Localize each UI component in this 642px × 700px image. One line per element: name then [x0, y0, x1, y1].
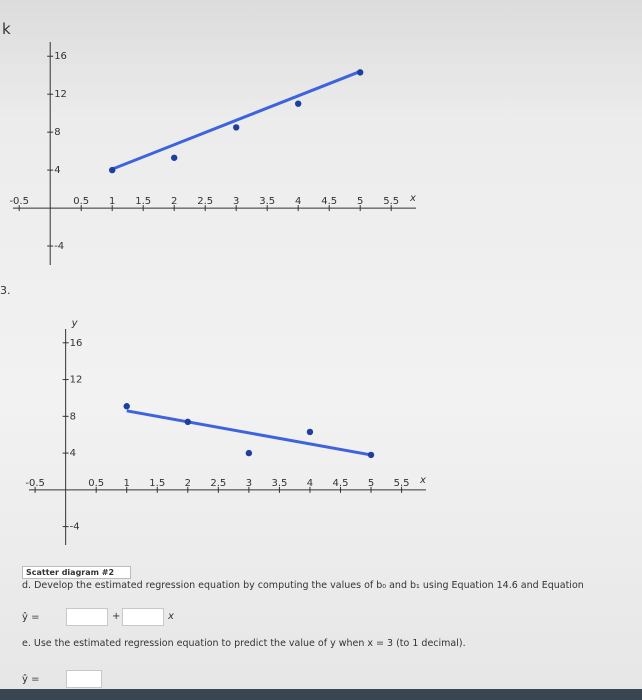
input-b0[interactable] [66, 608, 108, 626]
regression-line [126, 409, 372, 457]
input-b1[interactable] [122, 608, 164, 626]
x-tick-label: 2 [185, 478, 191, 489]
x-tick-label: 4.5 [333, 478, 349, 489]
x-tick-label: 1.5 [149, 478, 165, 489]
x-tick-label: 5.5 [394, 478, 410, 489]
data-point [245, 449, 253, 457]
dropdown-label: Scatter diagram #2 [26, 568, 115, 577]
y-tick-label: 16 [70, 338, 83, 349]
x-tick-label: 0.5 [88, 478, 104, 489]
y-tick-label: 12 [70, 375, 83, 386]
x-tick-label: -0.5 [25, 478, 45, 489]
x-tick-label: 4.5 [321, 196, 337, 207]
dropdown[interactable]: Scatter diagram #2 [22, 566, 132, 579]
y-tick-label: 8 [54, 127, 60, 138]
y-tick-label: 16 [54, 51, 67, 62]
regression-line [111, 70, 361, 171]
data-point [184, 418, 191, 426]
x-tick-label: 3.5 [259, 196, 275, 207]
question-d: d. Develop the estimated regression equa… [22, 580, 584, 591]
x-tick-label: 4 [307, 478, 313, 489]
question-e: e. Use the estimated regression equation… [22, 638, 466, 649]
y-axis-label: y [71, 318, 79, 329]
plus-sign: + [112, 611, 121, 622]
data-point [367, 451, 375, 459]
data-point [357, 69, 364, 76]
x-tick-label: 4 [295, 196, 301, 207]
y-tick-label: 4 [54, 165, 60, 176]
data-point [295, 100, 302, 107]
x-tick-label: 0.5 [73, 196, 89, 207]
y-tick-label: 4 [70, 448, 76, 459]
x-tick-label: 2 [171, 196, 177, 207]
x-tick-label: 5 [368, 478, 374, 489]
x-tick-label: 5.5 [383, 196, 399, 207]
data-point [233, 124, 240, 131]
data-point [109, 166, 116, 174]
data-point [171, 154, 178, 161]
x-tick-label: -0.5 [9, 196, 29, 207]
x-variable: x [168, 611, 174, 622]
yhat-label: ŷ = [22, 674, 40, 685]
y-tick-label: 12 [54, 89, 67, 100]
x-tick-label: 3 [233, 196, 239, 207]
x-tick-label: 1 [109, 196, 115, 207]
y-tick-label: -4 [70, 522, 80, 533]
data-point [123, 403, 130, 410]
corner-mark: k [2, 20, 11, 38]
data-point [306, 428, 314, 436]
x-tick-label: 2.5 [210, 478, 226, 489]
x-tick-label: 3.5 [271, 478, 287, 489]
y-tick-label: 8 [70, 411, 76, 422]
taskbar [0, 689, 642, 700]
x-axis-label: x [419, 475, 426, 486]
yhat-label: ŷ = [22, 612, 40, 623]
x-tick-label: 1 [124, 478, 130, 489]
x-tick-label: 1.5 [135, 196, 151, 207]
item-number: 3. [0, 284, 11, 297]
x-tick-label: 3 [246, 478, 252, 489]
y-tick-label: -4 [54, 241, 64, 252]
x-tick-label: 5 [357, 196, 363, 207]
x-axis-label: x [409, 193, 416, 204]
x-tick-label: 2.5 [197, 196, 213, 207]
input-prediction[interactable] [66, 670, 102, 688]
